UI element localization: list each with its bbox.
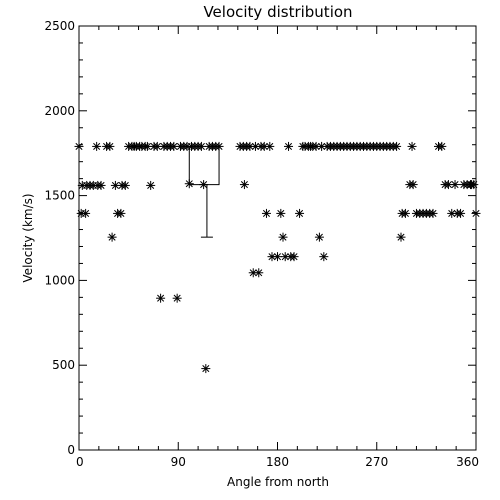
data-point [81, 208, 91, 218]
y-tick-labels: 0 500 1000 1500 2000 2500 [44, 19, 75, 457]
x-tick-label: 270 [365, 455, 388, 469]
y-tick-label: 1000 [44, 273, 75, 287]
data-point [259, 141, 269, 151]
x-tick-label: 0 [76, 455, 84, 469]
data-point [265, 141, 275, 151]
data-point [201, 364, 211, 374]
data-point [314, 232, 324, 242]
data-point [146, 180, 156, 190]
data-point [319, 252, 329, 262]
data-point [105, 141, 115, 151]
x-tick-labels: 0 90 180 270 360 [76, 455, 479, 469]
data-point [261, 208, 271, 218]
x-axis-label: Angle from north [227, 475, 329, 489]
data-point [276, 208, 286, 218]
data-point [443, 180, 453, 190]
data-point [184, 179, 194, 189]
y-tick-label: 500 [52, 358, 75, 372]
data-point [196, 141, 206, 151]
data-point [273, 252, 282, 262]
data-point [239, 180, 249, 190]
error-annotation [188, 146, 220, 238]
data-point [278, 232, 288, 242]
data-point [120, 180, 130, 190]
data-point [199, 180, 209, 190]
data-point [396, 232, 406, 242]
data-point [74, 141, 84, 151]
data-point [450, 180, 460, 190]
data-point [392, 141, 402, 151]
annotation-bracket [188, 146, 220, 186]
data-point [428, 208, 438, 218]
data-point [471, 208, 481, 218]
data-point [284, 141, 294, 151]
data-point [408, 180, 418, 190]
data-point [107, 232, 117, 242]
y-axis-label: Velocity (km/s) [21, 193, 35, 282]
plot-frame [78, 25, 477, 451]
data-point [245, 141, 255, 151]
data-point [437, 141, 447, 151]
data-point [469, 180, 479, 190]
data-point [96, 180, 106, 190]
data-point [92, 141, 102, 151]
data-point [156, 293, 166, 303]
chart-title: Velocity distribution [203, 3, 352, 21]
data-point [289, 252, 299, 262]
data-point [267, 252, 277, 262]
x-tick-label: 90 [171, 455, 186, 469]
y-tick-label: 2000 [44, 104, 75, 118]
data-points [74, 141, 481, 374]
x-tick-label: 360 [456, 455, 479, 469]
data-point [400, 208, 410, 218]
x-tick-label: 180 [266, 455, 289, 469]
y-tick-label: 0 [67, 443, 75, 457]
axis-ticks [78, 25, 477, 451]
data-point [407, 141, 417, 151]
data-point [116, 208, 126, 218]
data-point [250, 141, 260, 151]
data-point [295, 208, 305, 218]
y-tick-label: 1500 [44, 189, 75, 203]
data-point [214, 141, 224, 151]
y-tick-label: 2500 [44, 19, 75, 33]
data-point [172, 293, 182, 303]
data-point [456, 208, 466, 218]
data-point [254, 268, 264, 278]
